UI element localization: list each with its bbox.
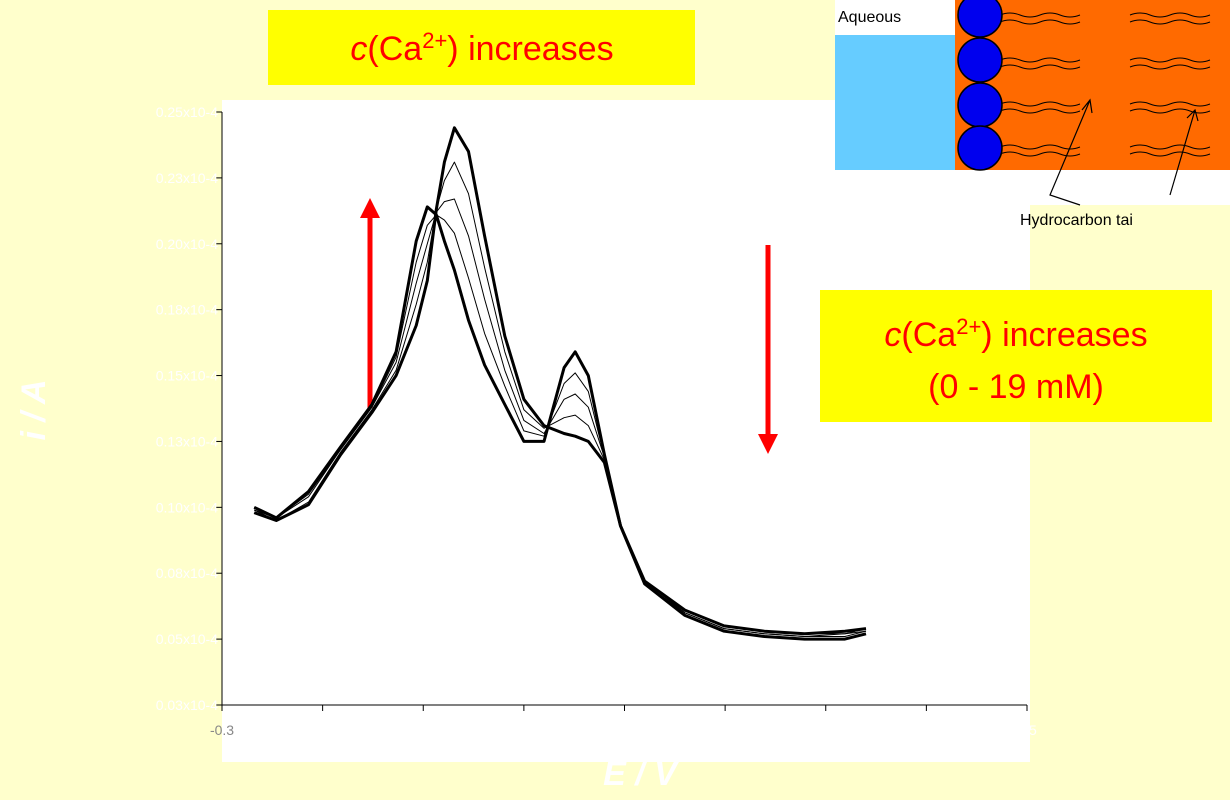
annotation: (0 - 19 mM)	[928, 368, 1104, 406]
y-tick-label: 0.03x10-4	[156, 697, 218, 713]
head	[957, 0, 1003, 38]
x-tick-label: -0.3	[210, 722, 234, 738]
pointer-arrows	[1049, 98, 1199, 206]
y-tick-label: 0.13x10-4	[156, 433, 218, 449]
annotation: c(Ca2+) increases	[884, 314, 1147, 354]
line-series	[254, 198, 867, 637]
y-tick-label: 0.08x10-4	[156, 565, 218, 581]
text: ) increases	[981, 316, 1147, 354]
annotation-box	[268, 10, 695, 85]
x-tick-label: 0.1	[615, 722, 635, 738]
tails	[999, 12, 1211, 157]
x-tick-label: -0.1	[411, 722, 435, 738]
head	[957, 125, 1003, 171]
text: (Ca	[367, 30, 422, 68]
line-series	[253, 205, 867, 641]
y-tick-label: 0.23x10-4	[156, 170, 218, 186]
arrowhead	[360, 198, 380, 218]
head-groups	[957, 0, 1003, 171]
x-axis-title: E / V	[603, 755, 680, 793]
aqueous-region	[835, 35, 965, 170]
x-tick-label: 0	[520, 722, 528, 738]
x-tick-label: 0.5	[1017, 722, 1037, 738]
x-tick-label: 0.2	[715, 722, 735, 738]
y-tick-label: 0.18x10-4	[156, 302, 218, 318]
y-tick-label: 0.05x10-4	[156, 631, 218, 647]
line-series	[253, 126, 867, 636]
y-tick-label: 0.25x10-4	[156, 104, 218, 120]
x-tick-label: 0.4	[917, 722, 937, 738]
text: c	[884, 316, 901, 354]
tail	[999, 101, 1211, 114]
annotation: c(Ca2+) increases	[350, 28, 613, 68]
text: ) increases	[447, 30, 613, 68]
text: 2+	[956, 314, 981, 339]
axes: 0.03x10-4 0.05x10-4 0.08x10-4 0.10x10-4 0.13…	[156, 104, 1037, 738]
tail	[999, 57, 1211, 70]
y-axis-title: i / A	[15, 379, 53, 440]
text: 2+	[422, 28, 447, 53]
text: (Ca	[901, 316, 956, 354]
inset-diagram: Aqueous Hydrocarbon tai	[835, 0, 1230, 229]
head	[957, 82, 1003, 128]
text: c	[350, 30, 367, 68]
inset-label: Aqueous	[838, 9, 901, 26]
x-tick-label: 0.3	[816, 722, 836, 738]
y-tick-label: 0.10x10-4	[156, 499, 218, 515]
x-tick-label: -0.2	[311, 722, 335, 738]
y-tick-label: 0.20x10-4	[156, 236, 218, 252]
head	[957, 37, 1003, 83]
inset-label: Hydrocarbon tai	[1020, 212, 1133, 229]
y-tick-label: 0.15x10-4	[156, 368, 218, 384]
label-bg	[835, 0, 955, 35]
tail	[999, 12, 1211, 25]
annotation-box	[820, 290, 1212, 422]
arrowhead	[758, 434, 778, 454]
tail	[999, 144, 1211, 157]
